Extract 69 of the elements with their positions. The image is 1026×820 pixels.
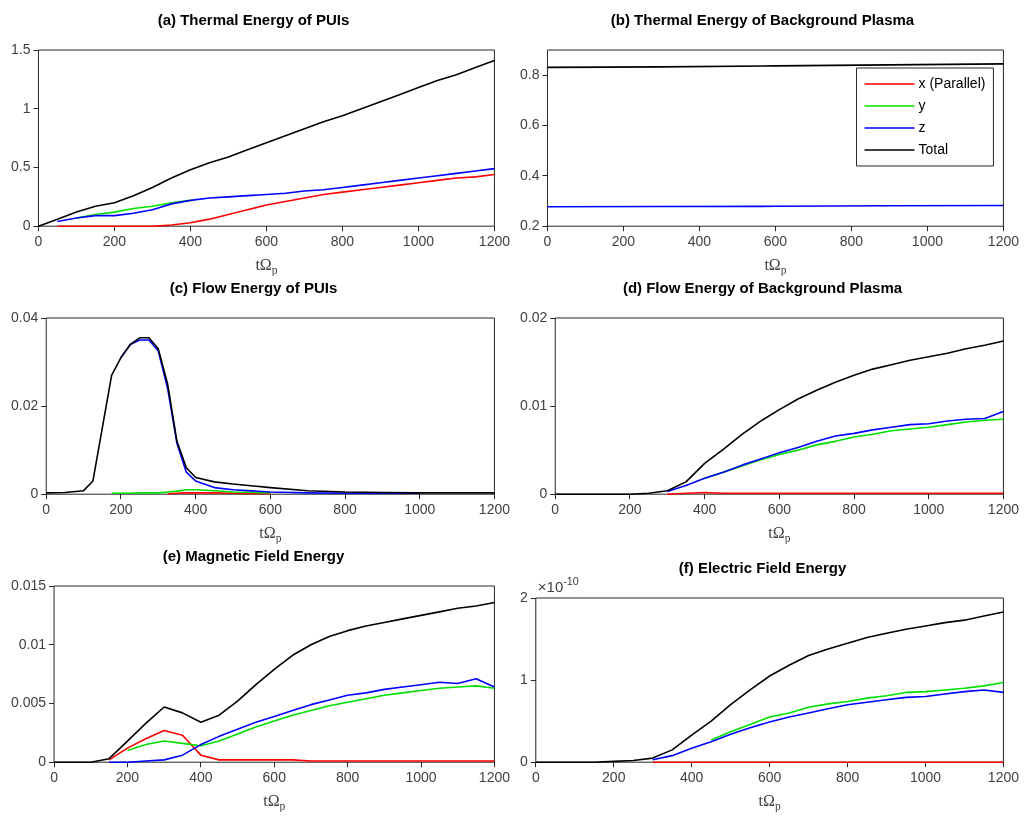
x-tick-label: 1000: [402, 233, 435, 250]
y-tick-label: 0: [30, 485, 39, 502]
x-tick-label: 200: [102, 233, 127, 250]
x-tick-label: 600: [258, 501, 283, 518]
chart-title: (b) Thermal Energy of Background Plasma: [610, 11, 915, 29]
x-tick-label: 400: [687, 233, 712, 250]
y-tick-label: 0.2: [519, 217, 540, 234]
x-tick-label: 1200: [987, 233, 1020, 250]
y-tick-label: 2: [519, 588, 528, 605]
y-tick-label: 1.5: [10, 40, 31, 57]
x-tick-label: 1200: [478, 233, 511, 250]
chart-title: (a) Thermal Energy of PUIs: [157, 11, 350, 29]
x-tick-label: 200: [109, 501, 133, 518]
y-tick-label: 0: [519, 753, 528, 770]
chart-title: (c) Flow Energy of PUIs: [169, 279, 338, 297]
chart-title: (f) Electric Field Energy: [678, 559, 847, 577]
legend-label: z: [918, 118, 926, 135]
x-tick-label: 1200: [987, 501, 1020, 518]
x-tick-label: 0: [551, 501, 560, 518]
x-tick-label: 600: [757, 769, 782, 786]
y-tick-label: 0.8: [519, 66, 540, 83]
x-tick-label: 800: [333, 501, 357, 518]
y-tick-label: 0: [539, 485, 548, 502]
x-tick-label: 200: [115, 769, 140, 786]
legend-label: x (Parallel): [918, 74, 986, 91]
x-tick-label: 200: [611, 233, 636, 250]
y-tick-label: 0.02: [11, 396, 39, 413]
x-tick-label: 200: [618, 501, 642, 518]
x-tick-label: 1000: [911, 233, 944, 250]
x-tick-label: 600: [763, 233, 788, 250]
x-tick-label: 400: [692, 501, 717, 518]
y-tick-label: 0.5: [10, 158, 31, 175]
y-tick-label: 0.4: [519, 166, 540, 183]
x-tick-label: 200: [602, 769, 626, 786]
y-tick-label: 0.04: [11, 308, 39, 325]
x-tick-label: 1200: [478, 501, 511, 518]
y-tick-label: 0.01: [520, 396, 548, 413]
x-tick-label: 400: [183, 501, 208, 518]
x-tick-label: 800: [330, 233, 355, 250]
y-tick-label: 1: [22, 99, 31, 116]
x-tick-label: 800: [835, 769, 860, 786]
x-tick-label: 600: [767, 501, 792, 518]
x-tick-label: 1000: [909, 769, 942, 786]
chart-title: (d) Flow Energy of Background Plasma: [622, 279, 903, 297]
x-tick-label: 400: [679, 769, 704, 786]
chart-title: (e) Magnetic Field Energy: [162, 547, 346, 565]
y-tick-label: 0: [38, 753, 47, 770]
x-tick-label: 1000: [405, 769, 437, 786]
x-tick-label: 600: [254, 233, 279, 250]
y-tick-label: 0.01: [18, 635, 47, 652]
x-tick-label: 1200: [987, 769, 1020, 786]
x-tick-label: 800: [839, 233, 864, 250]
y-tick-label: 0.015: [10, 576, 47, 593]
x-tick-label: 400: [178, 233, 203, 250]
x-tick-label: 800: [842, 501, 866, 518]
x-tick-label: 0: [50, 769, 59, 786]
y-tick-label: 0.02: [520, 308, 548, 325]
x-tick-label: 1000: [913, 501, 945, 518]
y-tick-label: 0.005: [10, 694, 47, 711]
legend-label: Total: [918, 140, 949, 157]
x-tick-label: 400: [189, 769, 213, 786]
y-tick-label: 0.6: [519, 116, 540, 133]
legend-label: y: [918, 96, 926, 113]
y-tick-label: 0: [22, 217, 31, 234]
x-tick-label: 1000: [404, 501, 436, 518]
x-tick-label: 800: [335, 769, 360, 786]
y-tick-label: 1: [519, 670, 528, 687]
x-tick-label: 1200: [478, 769, 511, 786]
x-tick-label: 600: [262, 769, 287, 786]
